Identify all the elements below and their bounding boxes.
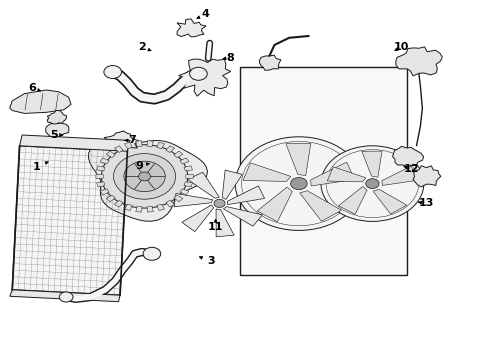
Polygon shape [106,151,115,158]
Polygon shape [184,182,193,187]
Polygon shape [47,110,67,125]
Text: 7: 7 [128,135,136,145]
Circle shape [291,177,307,190]
Polygon shape [157,142,165,149]
Circle shape [235,137,363,230]
Circle shape [214,199,225,207]
Polygon shape [186,174,193,179]
Polygon shape [166,146,174,152]
Polygon shape [157,204,165,211]
Polygon shape [124,204,132,211]
Polygon shape [327,167,366,182]
Polygon shape [362,151,382,177]
Circle shape [104,66,122,78]
Polygon shape [177,19,206,37]
Circle shape [321,146,424,221]
Polygon shape [311,162,355,186]
Circle shape [101,145,188,208]
Polygon shape [115,146,123,152]
Polygon shape [216,209,234,237]
Circle shape [139,172,150,181]
Polygon shape [100,189,109,195]
Polygon shape [124,142,132,149]
Polygon shape [166,201,174,207]
Polygon shape [136,206,142,212]
Text: 3: 3 [207,256,215,266]
Polygon shape [12,146,127,295]
Polygon shape [243,163,291,181]
Text: 9: 9 [136,161,144,171]
Polygon shape [188,172,220,198]
Polygon shape [413,166,441,187]
Polygon shape [97,182,105,187]
Polygon shape [382,166,417,185]
Polygon shape [106,195,115,202]
Circle shape [143,247,161,260]
Polygon shape [179,59,231,96]
Polygon shape [104,131,139,150]
Circle shape [326,150,418,217]
Polygon shape [286,143,311,176]
Circle shape [59,292,73,302]
Polygon shape [223,207,263,226]
Text: 5: 5 [50,130,58,140]
Text: 12: 12 [404,164,419,174]
Polygon shape [180,158,189,164]
Circle shape [366,179,379,189]
Polygon shape [182,205,214,231]
Polygon shape [100,158,109,164]
Text: 1: 1 [33,162,41,172]
Polygon shape [89,140,207,221]
Polygon shape [373,189,407,214]
Polygon shape [115,201,123,207]
Text: 2: 2 [138,42,146,52]
Bar [240,67,407,275]
Text: 11: 11 [208,222,223,232]
Polygon shape [339,186,367,214]
Text: 13: 13 [418,198,434,208]
Text: 6: 6 [28,83,36,93]
Circle shape [114,154,175,199]
Polygon shape [174,151,183,158]
Circle shape [190,67,207,80]
Polygon shape [184,166,193,171]
Polygon shape [180,189,189,195]
Polygon shape [10,290,120,302]
Polygon shape [222,170,243,199]
Circle shape [242,141,356,226]
Text: 4: 4 [202,9,210,19]
Polygon shape [147,206,153,212]
Circle shape [124,161,165,192]
Polygon shape [257,187,293,222]
Polygon shape [227,186,265,204]
Polygon shape [46,123,69,138]
Polygon shape [97,166,105,171]
Text: 10: 10 [394,42,410,52]
Polygon shape [10,90,71,113]
Polygon shape [96,174,103,179]
Polygon shape [260,55,281,70]
Polygon shape [20,135,130,151]
Polygon shape [300,191,342,221]
Polygon shape [174,195,183,202]
Polygon shape [174,194,213,207]
Polygon shape [392,146,423,167]
Text: 8: 8 [226,53,234,63]
Polygon shape [147,141,153,147]
Polygon shape [136,141,142,147]
Polygon shape [396,47,442,76]
